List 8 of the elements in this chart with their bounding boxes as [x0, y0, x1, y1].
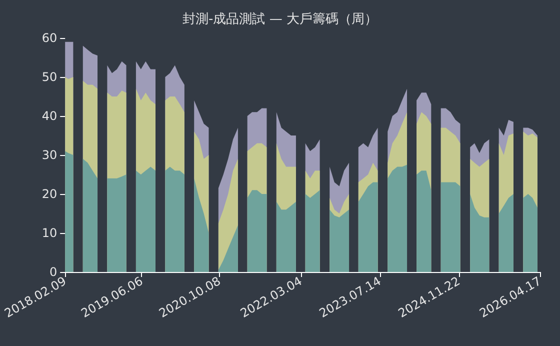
y-tick-label: 20 [42, 187, 58, 201]
y-tick-label: 40 [42, 109, 58, 123]
y-tick-label: 60 [42, 31, 58, 45]
y-tick-label: 0 [49, 265, 58, 279]
y-tick-label: 10 [42, 226, 58, 240]
y-tick-label: 50 [42, 70, 58, 84]
chart-title: 封測-成品測試 — 大戶籌碼（周） [182, 12, 378, 27]
y-tick-label: 30 [42, 148, 58, 162]
